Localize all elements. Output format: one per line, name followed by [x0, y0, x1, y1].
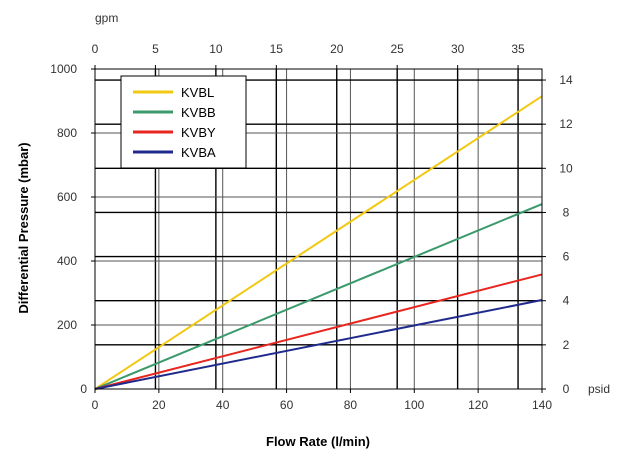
x-top-tick-label: 0 [92, 42, 99, 56]
y-tick-label: 200 [57, 318, 77, 332]
y-tick-label: 400 [57, 254, 77, 268]
y-right-tick-label: 0 [563, 382, 570, 396]
x-top-tick-label: 30 [451, 42, 465, 56]
x-top-tick-label: 5 [152, 42, 159, 56]
series-line-kvba [94, 299, 543, 390]
legend-label-kvbl: KVBL [181, 85, 214, 100]
y-right-tick-label: 6 [563, 250, 570, 264]
y-right-tick-label: 4 [563, 294, 570, 308]
x-tick-label: 100 [404, 398, 424, 412]
x-tick-label: 120 [468, 398, 488, 412]
y-tick-label: 1000 [50, 62, 77, 76]
x-top-tick-label: 35 [511, 42, 525, 56]
y-right-tick-label: 14 [559, 73, 573, 87]
y-right-tick-label: 12 [559, 117, 573, 131]
x-tick-label: 40 [216, 398, 230, 412]
y-origin-label: 0 [80, 382, 87, 396]
x-top-tick-label: 20 [330, 42, 344, 56]
x-tick-label: 0 [92, 398, 99, 412]
y-axis-title: Differential Pressure (mbar) [16, 142, 31, 313]
y-right-tick-label: 10 [559, 161, 573, 175]
x-tick-label: 80 [344, 398, 358, 412]
y-right-tick-label: 8 [563, 205, 570, 219]
grid [95, 69, 542, 389]
legend-label-kvbb: KVBB [181, 105, 216, 120]
series-line-kvbb [94, 203, 543, 390]
x-top-tick-label: 25 [391, 42, 405, 56]
series-lines [94, 95, 543, 390]
y-tick-label: 800 [57, 126, 77, 140]
top-axis-unit: gpm [95, 11, 118, 25]
legend: KVBL KVBB KVBY KVBA [120, 75, 247, 169]
series-line-kvbl [94, 95, 543, 390]
right-axis-unit: psid [588, 382, 610, 396]
x-top-tick-label: 10 [209, 42, 223, 56]
x-tick-label: 20 [152, 398, 166, 412]
x-tick-label: 60 [280, 398, 294, 412]
plot-frame [94, 68, 543, 390]
series-line-kvby [94, 273, 543, 390]
legend-label-kvba: KVBA [181, 145, 216, 160]
x-axis-title: Flow Rate (l/min) [266, 434, 370, 449]
y-right-tick-label: 2 [563, 338, 570, 352]
x-tick-label: 140 [532, 398, 552, 412]
y-tick-label: 600 [57, 190, 77, 204]
legend-label-kvby: KVBY [181, 125, 216, 140]
x-top-tick-label: 15 [270, 42, 284, 56]
